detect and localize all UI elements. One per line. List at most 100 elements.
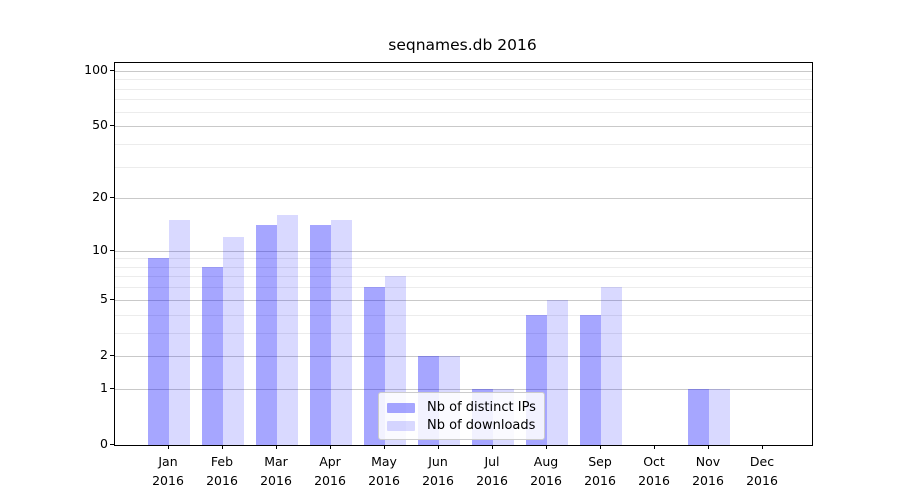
x-tick-label-sep: Sep 2016 — [570, 452, 630, 490]
x-tick-oct — [654, 445, 655, 449]
minor-gridline-70 — [115, 99, 812, 101]
y-tick-label-20: 20 — [92, 189, 108, 205]
x-tick-year: 2016 — [260, 473, 292, 488]
major-gridline-2 — [115, 355, 812, 357]
y-tick-label-2: 2 — [100, 346, 108, 362]
minor-gridline-9 — [115, 258, 812, 260]
x-tick-month: Dec — [749, 454, 775, 469]
x-tick-year: 2016 — [638, 473, 670, 488]
minor-gridline-80 — [115, 88, 812, 90]
bar-ips-feb — [202, 266, 223, 445]
x-tick-year: 2016 — [692, 473, 724, 488]
x-tick-label-aug: Aug 2016 — [516, 452, 576, 490]
bar-downloads-feb — [223, 237, 244, 445]
x-tick-year: 2016 — [422, 473, 454, 488]
x-tick-label-jun: Jun 2016 — [408, 452, 468, 490]
bar-downloads-sep — [601, 287, 622, 445]
x-tick-year: 2016 — [584, 473, 616, 488]
y-tick-0 — [110, 444, 114, 445]
major-gridline-50 — [115, 126, 812, 128]
legend-item-distinct-ips: Nb of distinct IPs — [387, 400, 536, 415]
x-tick-month: Mar — [264, 454, 288, 469]
x-tick-jan — [168, 445, 169, 449]
minor-gridline-90 — [115, 79, 812, 81]
x-tick-month: May — [371, 454, 397, 469]
x-tick-month: Sep — [588, 454, 612, 469]
minor-gridline-40 — [115, 143, 812, 145]
bar-ips-apr — [310, 225, 331, 445]
x-tick-label-mar: Mar 2016 — [246, 452, 306, 490]
major-gridline-20 — [115, 198, 812, 200]
bar-downloads-jan — [169, 220, 190, 445]
x-tick-month: Jul — [484, 454, 500, 469]
y-tick-label-5: 5 — [100, 290, 108, 306]
x-tick-year: 2016 — [152, 473, 184, 488]
y-tick-50 — [110, 125, 114, 127]
y-tick-10 — [110, 249, 114, 251]
x-tick-month: Aug — [533, 454, 559, 469]
major-gridline-100 — [115, 70, 812, 72]
minor-gridline-8 — [115, 266, 812, 268]
x-tick-year: 2016 — [530, 473, 562, 488]
y-tick-label-0: 0 — [100, 436, 108, 451]
bar-downloads-aug — [547, 299, 568, 445]
plot-area — [114, 62, 813, 446]
x-tick-year: 2016 — [476, 473, 508, 488]
legend-label-downloads: Nb of downloads — [427, 418, 536, 433]
x-tick-aug — [546, 445, 547, 449]
x-tick-nov — [708, 445, 709, 449]
y-tick-1 — [110, 387, 114, 389]
x-tick-year: 2016 — [746, 473, 778, 488]
legend: Nb of distinct IPs Nb of downloads — [378, 392, 545, 440]
y-tick-label-1: 1 — [100, 379, 108, 395]
minor-gridline-6 — [115, 287, 812, 289]
x-tick-year: 2016 — [314, 473, 346, 488]
x-tick-dec — [762, 445, 763, 449]
minor-gridline-4 — [115, 314, 812, 316]
major-gridline-1 — [115, 388, 812, 390]
x-tick-apr — [330, 445, 331, 449]
x-tick-month: Jun — [428, 454, 448, 469]
x-tick-sep — [600, 445, 601, 449]
minor-gridline-60 — [115, 111, 812, 113]
legend-swatch-downloads-icon — [387, 420, 415, 431]
x-tick-label-jul: Jul 2016 — [462, 452, 522, 490]
x-tick-year: 2016 — [206, 473, 238, 488]
minor-gridline-3 — [115, 332, 812, 334]
x-tick-label-oct: Oct 2016 — [624, 452, 684, 490]
major-gridline-10 — [115, 250, 812, 252]
x-tick-month: Oct — [643, 454, 665, 469]
x-tick-month: Nov — [695, 454, 721, 469]
x-tick-may — [384, 445, 385, 449]
legend-swatch-distinct-ips-icon — [387, 402, 415, 413]
x-tick-label-may: May 2016 — [354, 452, 414, 490]
y-tick-100 — [110, 69, 114, 71]
x-tick-month: Feb — [210, 454, 234, 469]
legend-label-distinct-ips: Nb of distinct IPs — [427, 400, 536, 415]
x-tick-month: Apr — [319, 454, 341, 469]
y-tick-5 — [110, 298, 114, 300]
x-tick-label-jan: Jan 2016 — [138, 452, 198, 490]
bar-ips-mar — [256, 225, 277, 445]
minor-gridline-30 — [115, 166, 812, 168]
x-tick-jul — [492, 445, 493, 449]
x-tick-label-apr: Apr 2016 — [300, 452, 360, 490]
legend-item-downloads: Nb of downloads — [387, 418, 536, 433]
minor-gridline-7 — [115, 276, 812, 278]
bar-ips-nov — [688, 388, 709, 445]
bar-downloads-apr — [331, 220, 352, 445]
bar-downloads-nov — [709, 388, 730, 445]
x-tick-jun — [438, 445, 439, 449]
x-tick-feb — [222, 445, 223, 449]
chart-title: seqnames.db 2016 — [388, 36, 537, 54]
major-gridline-5 — [115, 299, 812, 301]
y-tick-label-100: 100 — [84, 61, 108, 77]
bar-downloads-mar — [277, 215, 298, 445]
y-tick-label-50: 50 — [92, 117, 108, 133]
x-tick-label-nov: Nov 2016 — [678, 452, 738, 490]
y-tick-2 — [110, 354, 114, 356]
y-tick-20 — [110, 197, 114, 199]
bar-ips-jan — [148, 258, 169, 445]
x-tick-month: Jan — [158, 454, 178, 469]
